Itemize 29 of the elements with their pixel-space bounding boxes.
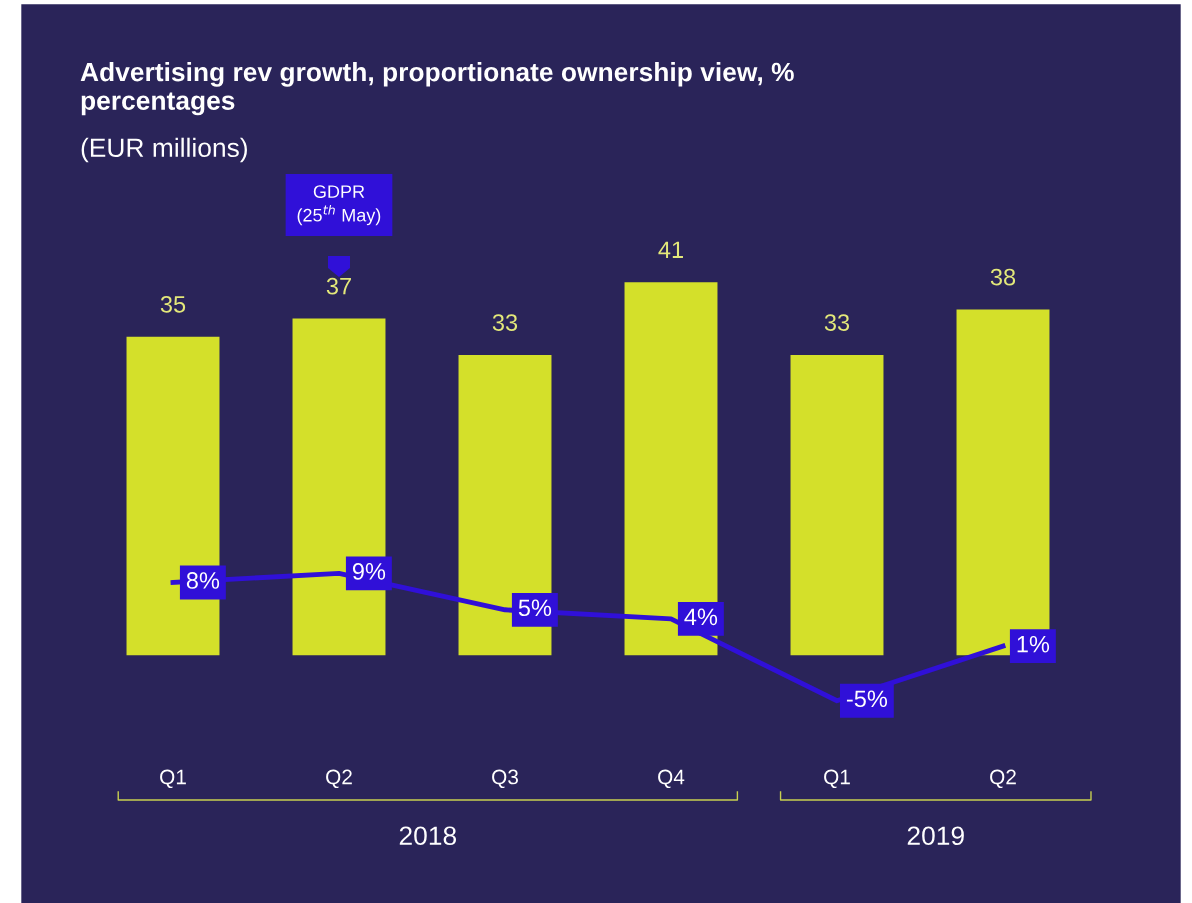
bar — [956, 309, 1050, 656]
data-label: 37 — [326, 277, 351, 295]
bar — [458, 355, 552, 656]
data-label: 9% — [352, 563, 386, 580]
x-tick-label: Q4 — [658, 769, 685, 789]
bar — [790, 355, 884, 656]
data-label: 33 — [824, 314, 850, 331]
text: 2018 — [399, 826, 457, 846]
bar — [126, 336, 220, 656]
x-tick-label: Q1 — [160, 769, 186, 789]
data-label: 33 — [492, 314, 518, 331]
chart-title: Advertising rev growth, proportionate ownership view, % percentages — [80, 62, 794, 116]
data-label: 5% — [518, 599, 552, 617]
chart-subtitle: (EUR millions) — [81, 137, 247, 163]
text: 2019 — [907, 826, 964, 846]
bar — [292, 318, 386, 656]
data-label: 41 — [658, 241, 683, 258]
text: GDPR (25$^{th}$ May) — [297, 185, 381, 226]
x-tick-label: Q2 — [990, 769, 1016, 789]
x-tick-label: Q3 — [492, 769, 518, 789]
x-tick-label: Q1 — [824, 769, 850, 789]
data-label: -5% — [846, 690, 888, 708]
bar — [624, 282, 718, 656]
data-label: 1% — [1017, 635, 1050, 653]
data-label: 8% — [186, 572, 220, 589]
data-label: 35 — [160, 295, 186, 313]
x-tick-label: Q2 — [326, 769, 352, 789]
data-label: 38 — [990, 268, 1016, 286]
data-label: 4% — [684, 608, 718, 626]
